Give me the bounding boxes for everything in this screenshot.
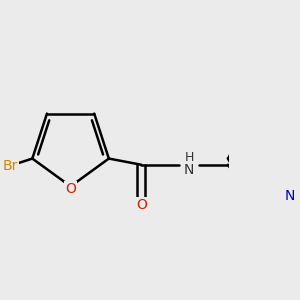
Text: H: H bbox=[184, 151, 194, 164]
Text: O: O bbox=[136, 198, 147, 212]
Text: N: N bbox=[285, 190, 295, 203]
Text: O: O bbox=[65, 182, 76, 197]
Text: Br: Br bbox=[3, 159, 18, 173]
Text: N: N bbox=[184, 163, 194, 177]
